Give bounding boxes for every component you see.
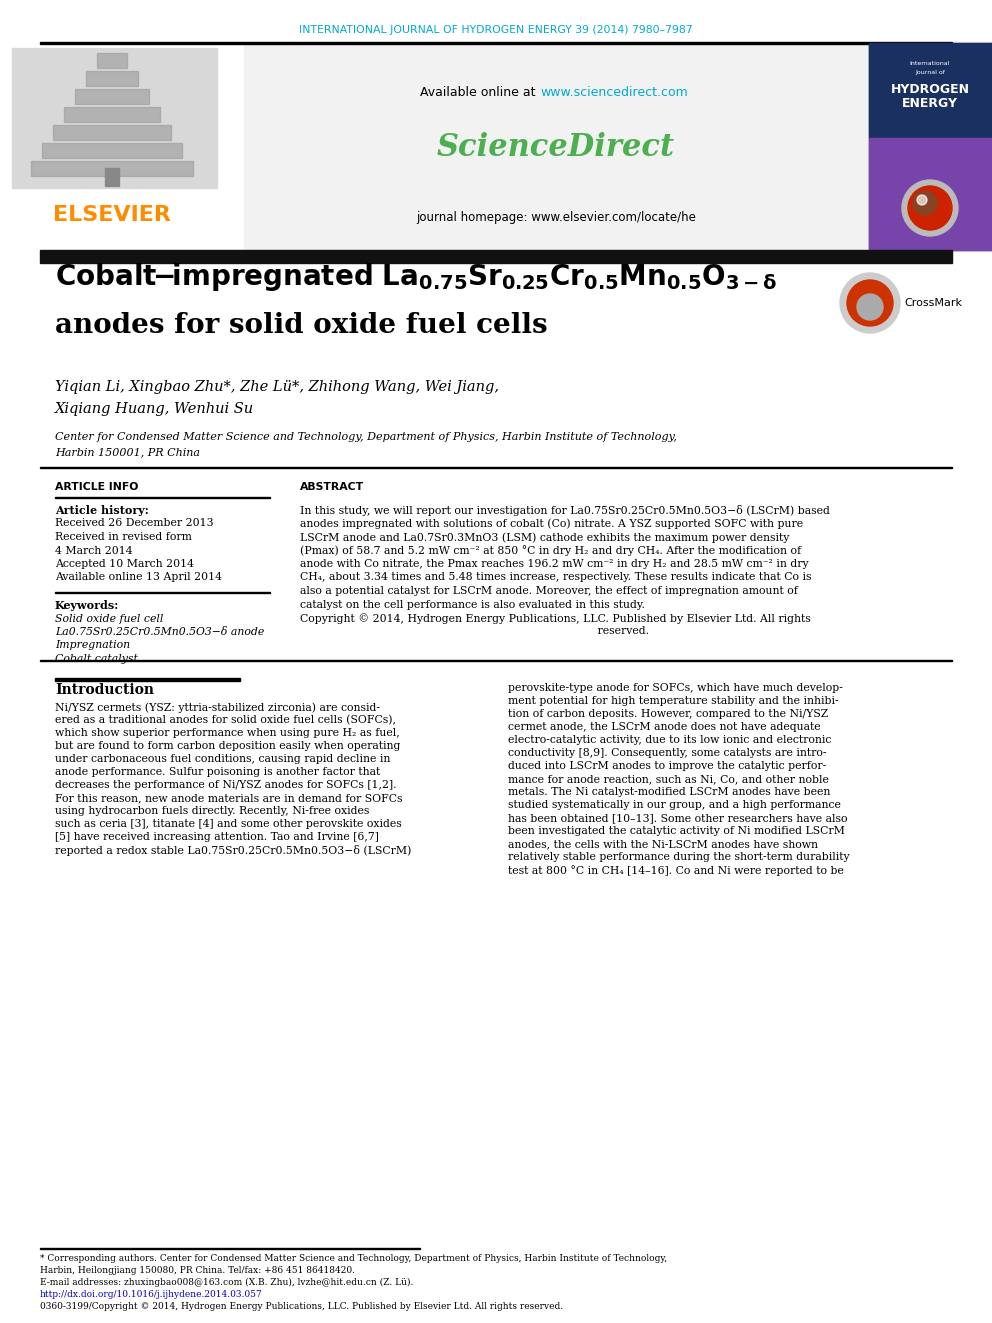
Text: under carbonaceous fuel conditions, causing rapid decline in: under carbonaceous fuel conditions, caus…: [55, 754, 391, 763]
Text: Copyright © 2014, Hydrogen Energy Publications, LLC. Published by Elsevier Ltd. : Copyright © 2014, Hydrogen Energy Public…: [300, 613, 810, 623]
Bar: [40, 42, 952, 44]
Text: relatively stable performance during the short-term durability: relatively stable performance during the…: [508, 852, 849, 863]
Text: reserved.: reserved.: [300, 627, 649, 636]
Text: duced into LSCrM anodes to improve the catalytic perfor-: duced into LSCrM anodes to improve the c…: [508, 761, 826, 771]
Bar: [869, 44, 992, 250]
Text: ENERGY: ENERGY: [902, 97, 958, 110]
Text: 4 March 2014: 4 March 2014: [55, 545, 133, 556]
Text: journal homepage: www.elsevier.com/locate/he: journal homepage: www.elsevier.com/locat…: [416, 210, 696, 224]
Circle shape: [840, 273, 900, 333]
Bar: [42, 143, 182, 157]
Text: Available online 13 April 2014: Available online 13 April 2014: [55, 573, 222, 582]
Text: such as ceria [3], titanate [4] and some other perovskite oxides: such as ceria [3], titanate [4] and some…: [55, 819, 402, 830]
Text: studied systematically in our group, and a high performance: studied systematically in our group, and…: [508, 800, 841, 810]
Text: * Corresponding authors. Center for Condensed Matter Science and Technology, Dep: * Corresponding authors. Center for Cond…: [40, 1254, 668, 1263]
Text: Impregnation: Impregnation: [55, 640, 130, 651]
Text: cermet anode, the LSCrM anode does not have adequate: cermet anode, the LSCrM anode does not h…: [508, 722, 820, 732]
Text: which show superior performance when using pure H₂ as fuel,: which show superior performance when usi…: [55, 728, 400, 738]
Circle shape: [908, 187, 952, 230]
Text: catalyst on the cell performance is also evaluated in this study.: catalyst on the cell performance is also…: [300, 599, 645, 610]
Text: anodes, the cells with the Ni-LSCrM anodes have shown: anodes, the cells with the Ni-LSCrM anod…: [508, 839, 818, 849]
Bar: [12, 48, 217, 188]
Bar: [64, 107, 160, 122]
Bar: [53, 124, 171, 140]
Text: Keywords:: Keywords:: [55, 601, 119, 611]
Text: using hydrocarbon fuels directly. Recently, Ni-free oxides: using hydrocarbon fuels directly. Recent…: [55, 806, 369, 816]
Text: International: International: [910, 61, 950, 66]
Text: Journal of: Journal of: [915, 70, 945, 75]
Text: Harbin, Heilongjiang 150080, PR China. Tel/fax: +86 451 86418420.: Harbin, Heilongjiang 150080, PR China. T…: [40, 1266, 355, 1275]
Bar: [869, 138, 992, 250]
Bar: [0, 44, 244, 250]
Text: anode with Co nitrate, the Pmax reaches 196.2 mW cm⁻² in dry H₂ and 28.5 mW cm⁻²: anode with Co nitrate, the Pmax reaches …: [300, 560, 808, 569]
Text: 0360-3199/Copyright © 2014, Hydrogen Energy Publications, LLC. Published by Else: 0360-3199/Copyright © 2014, Hydrogen Ene…: [40, 1302, 563, 1311]
Text: [5] have received increasing attention. Tao and Irvine [6,7]: [5] have received increasing attention. …: [55, 832, 379, 841]
Circle shape: [913, 191, 937, 216]
Text: ABSTRACT: ABSTRACT: [300, 482, 364, 492]
Text: $\mathbf{Cobalt\!\!-\!\!impregnated\ La_{0.75}Sr_{0.25}Cr_{0.5}Mn_{0.5}O_{3-\del: $\mathbf{Cobalt\!\!-\!\!impregnated\ La_…: [55, 261, 778, 292]
Text: been investigated the catalytic activity of Ni modified LSCrM: been investigated the catalytic activity…: [508, 826, 845, 836]
Text: Cobalt catalyst: Cobalt catalyst: [55, 654, 138, 664]
Text: Ni/YSZ cermets (YSZ: yttria-stabilized zirconia) are consid-: Ni/YSZ cermets (YSZ: yttria-stabilized z…: [55, 703, 380, 713]
Text: test at 800 °C in CH₄ [14–16]. Co and Ni were reported to be: test at 800 °C in CH₄ [14–16]. Co and Ni…: [508, 865, 844, 876]
Bar: [105, 168, 119, 187]
Circle shape: [902, 180, 958, 235]
Text: ELSEVIER: ELSEVIER: [53, 205, 171, 225]
Text: (Pmax) of 58.7 and 5.2 mW cm⁻² at 850 °C in dry H₂ and dry CH₄. After the modifi: (Pmax) of 58.7 and 5.2 mW cm⁻² at 850 °C…: [300, 545, 802, 557]
Text: Received 26 December 2013: Received 26 December 2013: [55, 519, 213, 528]
Text: anodes impregnated with solutions of cobalt (Co) nitrate. A YSZ supported SOFC w: anodes impregnated with solutions of cob…: [300, 519, 804, 529]
Text: electro-catalytic activity, due to its low ionic and electronic: electro-catalytic activity, due to its l…: [508, 736, 831, 745]
Text: ScienceDirect: ScienceDirect: [436, 132, 676, 164]
Text: LSCrM anode and La0.7Sr0.3MnO3 (LSM) cathode exhibits the maximum power density: LSCrM anode and La0.7Sr0.3MnO3 (LSM) cat…: [300, 532, 790, 542]
Text: CH₄, about 3.34 times and 5.48 times increase, respectively. These results indic: CH₄, about 3.34 times and 5.48 times inc…: [300, 573, 811, 582]
Text: In this study, we will report our investigation for La0.75Sr0.25Cr0.5Mn0.5O3−δ (: In this study, we will report our invest…: [300, 505, 830, 516]
Text: CrossMark: CrossMark: [904, 298, 962, 308]
Bar: [55, 677, 240, 680]
Text: ment potential for high temperature stability and the inhibi-: ment potential for high temperature stab…: [508, 696, 838, 706]
Bar: [869, 44, 992, 138]
Circle shape: [857, 294, 883, 320]
Text: INTERNATIONAL JOURNAL OF HYDROGEN ENERGY 39 (2014) 7980–7987: INTERNATIONAL JOURNAL OF HYDROGEN ENERGY…: [300, 25, 692, 34]
Text: reported a redox stable La0.75Sr0.25Cr0.5Mn0.5O3−δ (LSCrM): reported a redox stable La0.75Sr0.25Cr0.…: [55, 845, 412, 856]
Text: www.sciencedirect.com: www.sciencedirect.com: [540, 86, 687, 99]
Bar: [244, 44, 869, 250]
Text: E-mail addresses: zhuxingbao008@163.com (X.B. Zhu), lvzhe@hit.edu.cn (Z. Lü).: E-mail addresses: zhuxingbao008@163.com …: [40, 1278, 414, 1287]
Text: ered as a traditional anodes for solid oxide fuel cells (SOFCs),: ered as a traditional anodes for solid o…: [55, 714, 396, 725]
Circle shape: [917, 194, 927, 205]
Text: Harbin 150001, PR China: Harbin 150001, PR China: [55, 447, 200, 456]
Text: mance for anode reaction, such as Ni, Co, and other noble: mance for anode reaction, such as Ni, Co…: [508, 774, 829, 785]
Text: http://dx.doi.org/10.1016/j.ijhydene.2014.03.057: http://dx.doi.org/10.1016/j.ijhydene.201…: [40, 1290, 263, 1299]
Text: tion of carbon deposits. However, compared to the Ni/YSZ: tion of carbon deposits. However, compar…: [508, 709, 828, 718]
Circle shape: [847, 280, 893, 325]
Text: decreases the performance of Ni/YSZ anodes for SOFCs [1,2].: decreases the performance of Ni/YSZ anod…: [55, 781, 397, 790]
Text: Accepted 10 March 2014: Accepted 10 March 2014: [55, 560, 194, 569]
Text: anodes for solid oxide fuel cells: anodes for solid oxide fuel cells: [55, 312, 548, 339]
Text: perovskite-type anode for SOFCs, which have much develop-: perovskite-type anode for SOFCs, which h…: [508, 683, 843, 693]
Text: Received in revised form: Received in revised form: [55, 532, 191, 542]
Text: metals. The Ni catalyst-modified LSCrM anodes have been: metals. The Ni catalyst-modified LSCrM a…: [508, 787, 830, 796]
Text: Solid oxide fuel cell: Solid oxide fuel cell: [55, 614, 164, 623]
Bar: [40, 250, 952, 263]
Text: HYDROGEN: HYDROGEN: [891, 83, 969, 97]
Text: Yiqian Li, Xingbao Zhu*, Zhe Lü*, Zhihong Wang, Wei Jiang,
Xiqiang Huang, Wenhui: Yiqian Li, Xingbao Zhu*, Zhe Lü*, Zhihon…: [55, 380, 499, 415]
Text: ARTICLE INFO: ARTICLE INFO: [55, 482, 138, 492]
Text: has been obtained [10–13]. Some other researchers have also: has been obtained [10–13]. Some other re…: [508, 814, 847, 823]
Text: anode performance. Sulfur poisoning is another factor that: anode performance. Sulfur poisoning is a…: [55, 767, 380, 777]
Bar: [97, 53, 127, 67]
Text: For this reason, new anode materials are in demand for SOFCs: For this reason, new anode materials are…: [55, 792, 403, 803]
Text: Center for Condensed Matter Science and Technology, Department of Physics, Harbi: Center for Condensed Matter Science and …: [55, 433, 677, 442]
Text: Available online at: Available online at: [421, 86, 540, 99]
Bar: [75, 89, 149, 105]
Bar: [86, 71, 138, 86]
Text: but are found to form carbon deposition easily when operating: but are found to form carbon deposition …: [55, 741, 401, 751]
Text: conductivity [8,9]. Consequently, some catalysts are intro-: conductivity [8,9]. Consequently, some c…: [508, 747, 826, 758]
Text: Introduction: Introduction: [55, 683, 154, 697]
Bar: [31, 161, 193, 176]
Text: Article history:: Article history:: [55, 505, 149, 516]
Text: La0.75Sr0.25Cr0.5Mn0.5O3−δ anode: La0.75Sr0.25Cr0.5Mn0.5O3−δ anode: [55, 627, 264, 636]
Text: also a potential catalyst for LSCrM anode. Moreover, the effect of impregnation : also a potential catalyst for LSCrM anod…: [300, 586, 798, 595]
